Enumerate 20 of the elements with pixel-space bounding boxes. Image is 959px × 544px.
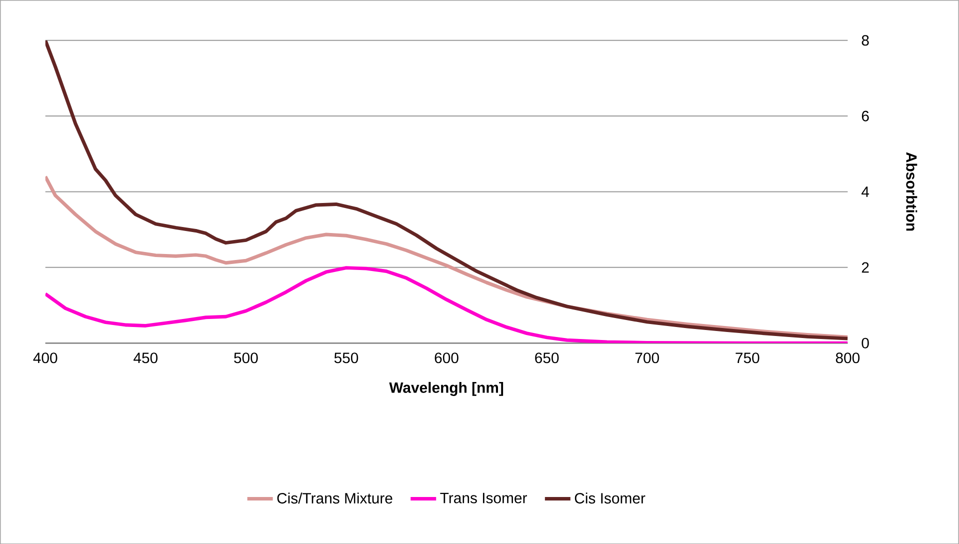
x-tick-label: 550: [334, 352, 358, 363]
x-tick-label: 750: [736, 352, 760, 363]
x-tick-label: 450: [134, 352, 158, 363]
x-tick-label: 500: [234, 352, 258, 363]
y-tick-label: 0: [862, 338, 869, 348]
y-tick-label: 6: [862, 110, 869, 122]
y-tick-label: 8: [862, 34, 869, 46]
legend-label: Cis Isomer: [574, 492, 646, 504]
legend-label: Cis/Trans Mixture: [277, 492, 392, 504]
x-tick-label: 600: [434, 352, 458, 363]
line-series: [45, 266, 848, 343]
y-tick-label: 2: [862, 262, 869, 272]
x-tick-label: 800: [836, 352, 860, 363]
y-tick-label: 4: [862, 186, 870, 197]
x-tick-label: 400: [33, 352, 58, 363]
legend-label: Trans Isomer: [440, 492, 527, 504]
y-axis-title: Absorbtion: [906, 152, 918, 230]
x-axis-title: Wavelengh [nm]: [389, 382, 504, 396]
x-tick-label: 700: [635, 352, 659, 363]
x-tick-label: 650: [535, 352, 559, 363]
